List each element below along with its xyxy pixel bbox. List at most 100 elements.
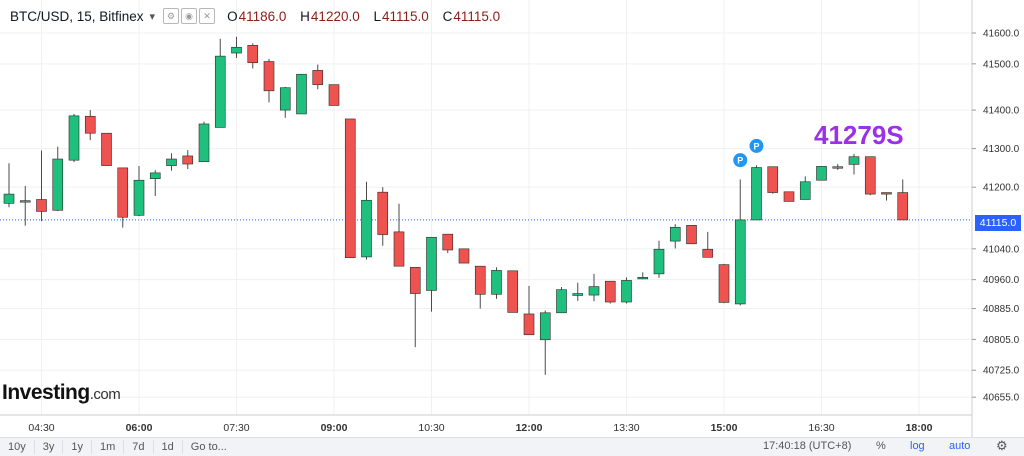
candle-body bbox=[149, 172, 161, 179]
candle-body bbox=[686, 225, 697, 245]
settings-icon[interactable]: ⚙ bbox=[163, 8, 180, 24]
candlestick-chart[interactable]: 41600.0 41500.0 41400.0 41300.0 41200.0 41040… bbox=[0, 0, 1024, 437]
goto-button[interactable]: Go to... bbox=[190, 441, 227, 453]
x-tick-label: 07:30 bbox=[223, 422, 249, 434]
candle-body bbox=[263, 61, 275, 92]
clock-readout: 17:40:18 (UTC+8) bbox=[763, 440, 851, 452]
auto-toggle[interactable]: auto bbox=[949, 440, 971, 452]
percent-toggle[interactable]: % bbox=[876, 440, 886, 452]
candle-body bbox=[36, 199, 47, 212]
candle-body bbox=[3, 193, 15, 204]
header-buttons: ⚙ ◉ ✕ bbox=[163, 8, 216, 24]
candle-body bbox=[344, 118, 356, 258]
candle-body bbox=[832, 166, 844, 169]
candle-body bbox=[19, 200, 31, 203]
candle-body bbox=[816, 166, 827, 181]
candle-body bbox=[214, 55, 226, 128]
visibility-icon[interactable]: ◉ bbox=[181, 8, 198, 24]
candle-body bbox=[621, 280, 632, 303]
range-1d[interactable]: 1d bbox=[154, 440, 183, 454]
close-icon[interactable]: ✕ bbox=[199, 8, 216, 24]
y-tick-label: 41200.0 bbox=[983, 183, 1020, 194]
clock-tz: (UTC+8) bbox=[808, 440, 852, 452]
range-1y[interactable]: 1y bbox=[63, 440, 92, 454]
log-toggle[interactable]: log bbox=[910, 440, 925, 452]
x-tick-label: 18:00 bbox=[906, 422, 933, 434]
candle-body bbox=[377, 191, 389, 235]
candle-body bbox=[198, 123, 210, 163]
ohlc-open-value: 41186.0 bbox=[238, 8, 287, 24]
range-7d[interactable]: 7d bbox=[124, 440, 154, 454]
clock-time: 17:40:18 bbox=[763, 440, 806, 452]
candle-body bbox=[474, 265, 486, 295]
candle-body bbox=[409, 267, 421, 294]
candle-body bbox=[328, 84, 340, 106]
p-marker bbox=[733, 153, 748, 168]
range-3y[interactable]: 3y bbox=[35, 440, 64, 454]
symbol-label[interactable]: BTC/USD, 15, Bitfinex bbox=[10, 8, 144, 24]
x-tick-label: 09:00 bbox=[321, 422, 348, 434]
ohlc-low-label: L bbox=[373, 8, 382, 24]
candle-body bbox=[182, 155, 194, 165]
candle-body bbox=[734, 219, 746, 305]
x-tick-label: 16:30 bbox=[808, 422, 834, 434]
p-marker bbox=[749, 138, 764, 153]
x-tick-label: 10:30 bbox=[418, 422, 444, 434]
gear-icon[interactable]: ⚙ bbox=[996, 438, 1008, 453]
candle-body bbox=[507, 270, 519, 313]
y-tick-label: 40960.0 bbox=[983, 275, 1020, 286]
y-tick-label: 40725.0 bbox=[983, 366, 1020, 377]
candle-body bbox=[881, 192, 892, 195]
candle-body bbox=[68, 115, 80, 161]
y-tick-label: 41600.0 bbox=[983, 29, 1020, 40]
ohlc-low-value: 41115.0 bbox=[382, 8, 429, 24]
x-tick-label: 13:30 bbox=[613, 422, 639, 434]
chevron-down-icon[interactable]: ▾ bbox=[149, 10, 156, 23]
y-tick-label: 41400.0 bbox=[983, 106, 1020, 117]
candle-body bbox=[539, 312, 551, 341]
y-tick-label: 40655.0 bbox=[983, 393, 1020, 404]
candle-body bbox=[523, 313, 535, 336]
candle-body bbox=[442, 233, 454, 251]
bottom-toolbar: 10y 3y 1y 1m 7d 1d Go to... 17:40:18 (UT… bbox=[0, 437, 1024, 456]
range-1m[interactable]: 1m bbox=[92, 440, 125, 454]
x-tick-label: 04:30 bbox=[28, 422, 54, 434]
chart-header: BTC/USD, 15, Bitfinex ▾ ⚙ ◉ ✕ O41186.0 H… bbox=[0, 0, 510, 32]
p-marker-label: P bbox=[737, 156, 743, 166]
candle-body bbox=[491, 270, 502, 295]
candle-body bbox=[653, 248, 665, 275]
candle-body bbox=[393, 231, 405, 267]
candle-body bbox=[84, 115, 96, 134]
y-tick-label: 40885.0 bbox=[983, 304, 1020, 315]
candle-body bbox=[133, 179, 145, 216]
candle-body bbox=[897, 192, 909, 221]
y-tick-label: 40805.0 bbox=[983, 335, 1020, 346]
candle-body bbox=[572, 293, 584, 296]
candle-body bbox=[783, 191, 795, 202]
candle-body bbox=[848, 156, 860, 165]
candle-body bbox=[604, 280, 616, 303]
candle-body bbox=[52, 158, 64, 211]
candle-body bbox=[556, 289, 567, 314]
range-10y[interactable]: 10y bbox=[0, 440, 35, 454]
candle-body bbox=[702, 248, 714, 258]
candle-body bbox=[117, 167, 129, 218]
candle-body bbox=[101, 132, 112, 166]
ohlc-close-label: C bbox=[442, 8, 453, 24]
candle-body bbox=[767, 166, 779, 193]
x-tick-label: 12:00 bbox=[516, 422, 543, 434]
candle-body bbox=[751, 167, 762, 221]
signal-label: 41279S bbox=[814, 120, 904, 150]
x-tick-label: 06:00 bbox=[126, 422, 153, 434]
candle-body bbox=[361, 199, 372, 258]
candle-body bbox=[799, 181, 811, 200]
ohlc-readout: O41186.0 H41220.0 L41115.0 C41115.0 bbox=[227, 9, 510, 24]
ohlc-open-label: O bbox=[227, 8, 238, 24]
ohlc-close-value: 41115.0 bbox=[453, 8, 501, 24]
candle-body bbox=[637, 277, 649, 280]
candle-body bbox=[279, 87, 291, 111]
ohlc-high-value: 41220.0 bbox=[310, 8, 360, 24]
investing-logo: Investing.com bbox=[2, 381, 121, 405]
brand-name: Investing bbox=[2, 381, 90, 404]
brand-suffix: .com bbox=[89, 386, 121, 403]
